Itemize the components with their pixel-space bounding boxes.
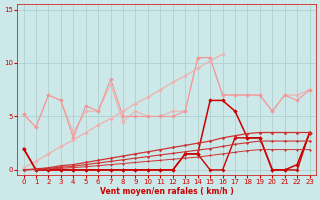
X-axis label: Vent moyen/en rafales ( km/h ): Vent moyen/en rafales ( km/h ) — [100, 187, 234, 196]
